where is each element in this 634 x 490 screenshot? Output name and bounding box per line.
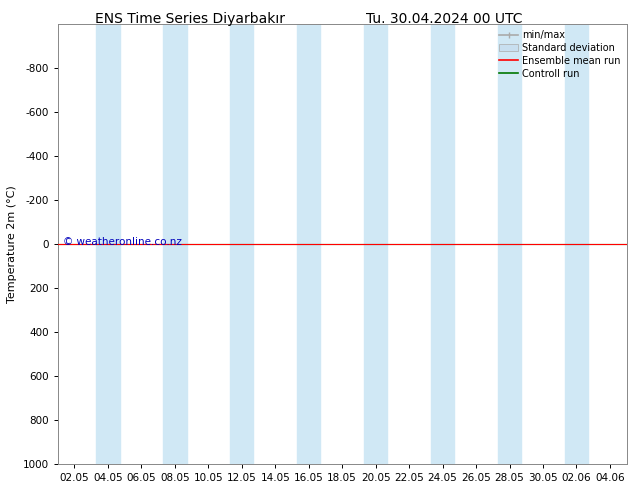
Bar (297, 24, 320, 464)
Text: Tu. 30.04.2024 00 UTC: Tu. 30.04.2024 00 UTC (366, 12, 522, 26)
Bar (230, 24, 254, 464)
Legend: min/max, Standard deviation, Ensemble mean run, Controll run: min/max, Standard deviation, Ensemble me… (495, 26, 624, 83)
Text: ENS Time Series Diyarbakır: ENS Time Series Diyarbakır (95, 12, 285, 26)
Bar (163, 24, 186, 464)
Text: © weatheronline.co.nz: © weatheronline.co.nz (63, 237, 182, 247)
Bar (96, 24, 120, 464)
Y-axis label: Temperature 2m (°C): Temperature 2m (°C) (7, 185, 17, 303)
Bar (565, 24, 588, 464)
Bar (498, 24, 521, 464)
Bar (364, 24, 387, 464)
Bar (431, 24, 455, 464)
